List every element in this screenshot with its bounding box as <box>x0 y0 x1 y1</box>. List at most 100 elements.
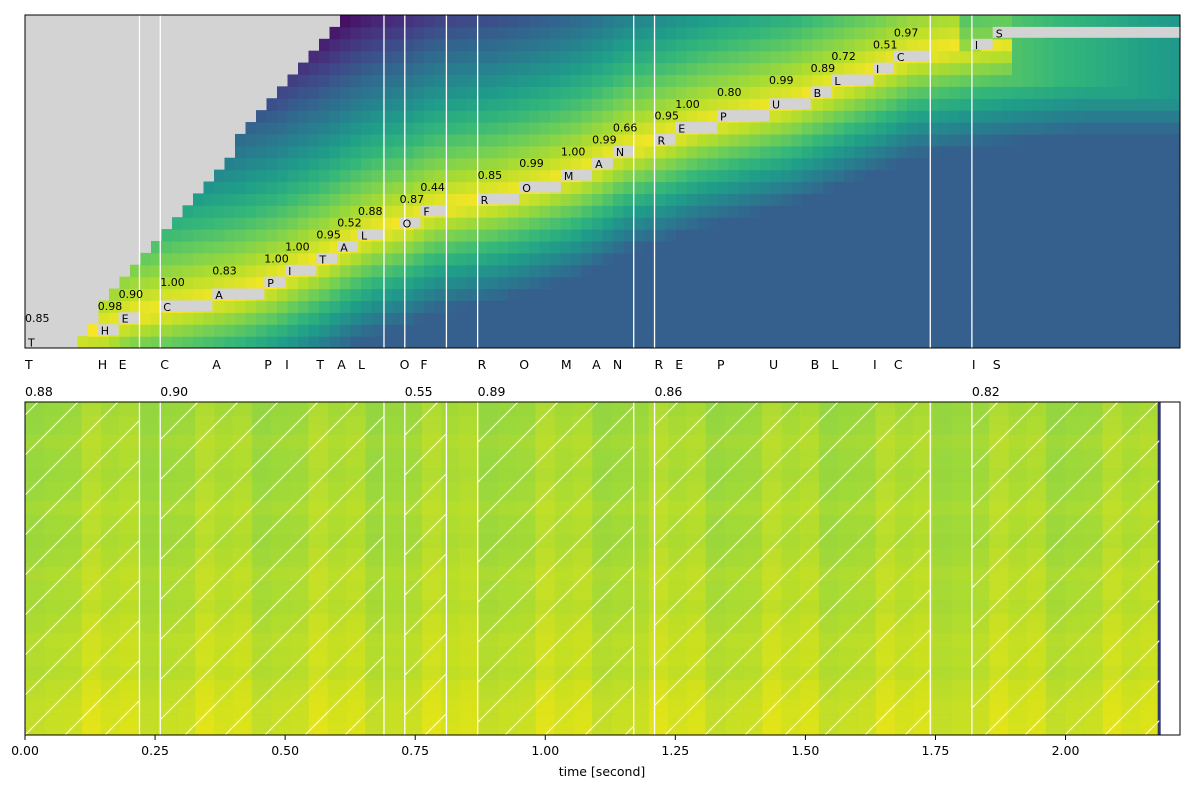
path-token-label: H <box>101 325 109 338</box>
token-axis-label: S <box>993 357 1001 372</box>
token-axis-label: I <box>285 357 289 372</box>
word-hatch <box>971 402 1160 735</box>
token-score: 0.83 <box>212 264 237 277</box>
path-segment <box>264 276 286 288</box>
token-axis-label: I <box>972 357 976 372</box>
token-score: 0.80 <box>717 86 742 99</box>
token-axis-label: A <box>592 357 601 372</box>
path-segment <box>399 217 421 229</box>
token-axis-label: A <box>212 357 221 372</box>
path-segment <box>420 205 447 217</box>
x-axis: 0.00 0.25 0.50 0.75 1.00 1.25 1.50 1.75 2.00 <box>11 735 1079 758</box>
token-axis-label: B <box>811 357 820 372</box>
token-axis-label: M <box>561 357 572 372</box>
word-score: 0.88 <box>25 384 53 399</box>
token-score: 0.52 <box>337 217 362 230</box>
token-axis-label: L <box>358 357 365 372</box>
path-segment <box>519 181 561 193</box>
token-score: 0.66 <box>613 122 638 135</box>
path-segment <box>285 264 317 276</box>
token-score: 0.51 <box>873 38 898 51</box>
token-score: 1.00 <box>285 241 310 254</box>
token-axis-label: C <box>160 357 169 372</box>
path-token-label: B <box>814 87 822 100</box>
path-segment <box>25 336 36 347</box>
token-axis-label: E <box>675 357 683 372</box>
word-score-labels: 0.88 0.90 0.55 0.89 0.86 0.82 <box>25 384 1000 399</box>
word-hatch-regions <box>25 402 1160 735</box>
spectrogram-panel: 0.88 0.90 0.55 0.89 0.86 0.82 0.00 0.25 0.50 0.7… <box>11 384 1181 779</box>
token-axis-label: N <box>613 357 622 372</box>
token-score: 0.95 <box>316 229 341 242</box>
token-axis-label: F <box>420 357 427 372</box>
path-token-label: A <box>340 241 348 254</box>
token-score: 0.90 <box>119 288 144 301</box>
path-segment <box>971 38 993 50</box>
path-token-label: E <box>678 122 685 135</box>
path-token-label: A <box>595 158 603 171</box>
path-segment <box>118 312 140 324</box>
path-token-label: A <box>215 289 223 302</box>
path-segment <box>160 300 213 312</box>
token-axis-label: P <box>264 357 272 372</box>
token-score: 0.44 <box>420 181 445 194</box>
path-token-label: O <box>403 218 412 231</box>
token-axis-label: U <box>769 357 778 372</box>
token-score: 1.00 <box>264 252 289 265</box>
alignment-heatmap <box>25 15 1180 348</box>
path-token-label: I <box>975 39 978 52</box>
token-score: 0.99 <box>769 74 794 87</box>
token-axis-label: T <box>24 357 33 372</box>
path-segment <box>97 324 119 336</box>
bottom-word-boundaries <box>138 402 973 735</box>
path-token-label: P <box>720 111 727 124</box>
word-score: 0.55 <box>405 384 433 399</box>
path-segment <box>212 288 265 300</box>
token-axis-label: P <box>717 357 725 372</box>
path-token-label: L <box>834 75 841 88</box>
alignment-path <box>25 26 1180 347</box>
token-axis-label: R <box>655 357 664 372</box>
path-segment <box>810 86 832 98</box>
x-tick-label: 1.75 <box>922 743 950 758</box>
x-tick-label: 1.50 <box>791 743 819 758</box>
token-axis-label: E <box>119 357 127 372</box>
path-token-label: M <box>564 170 574 183</box>
word-score: 0.86 <box>655 384 683 399</box>
path-segment <box>477 193 520 205</box>
token-axis-label: R <box>478 357 487 372</box>
token-score: 1.00 <box>160 276 185 289</box>
path-segment <box>316 252 338 264</box>
token-score: 0.99 <box>519 157 544 170</box>
path-segment <box>560 169 593 181</box>
path-token-label: S <box>996 27 1003 40</box>
path-segment <box>992 26 1180 38</box>
path-token-label: T <box>318 253 326 266</box>
path-token-label: I <box>876 63 879 76</box>
alignment-panel: T0.85H0.98E0.90C1.00A0.83P1.00I1.00T0.95… <box>24 14 1181 372</box>
path-token-label: C <box>163 301 171 314</box>
token-axis-label: C <box>894 357 903 372</box>
path-token-label: O <box>522 182 531 195</box>
x-tick-label: 1.00 <box>531 743 559 758</box>
path-segment <box>675 122 717 133</box>
path-token-label: E <box>122 313 129 326</box>
path-token-label: F <box>423 206 429 219</box>
path-segment <box>612 145 634 157</box>
path-token-label: P <box>267 277 274 290</box>
token-score: 1.00 <box>675 98 700 111</box>
x-tick-label: 2.00 <box>1052 743 1080 758</box>
token-axis-label: A <box>337 357 346 372</box>
word-hatch <box>654 402 931 735</box>
word-hatch <box>404 402 447 735</box>
word-score: 0.89 <box>478 384 506 399</box>
token-score: 1.00 <box>561 145 586 158</box>
x-tick-label: 0.00 <box>11 743 39 758</box>
x-tick-label: 1.25 <box>661 743 689 758</box>
token-axis-label: I <box>873 357 877 372</box>
path-segment <box>654 133 676 145</box>
token-axis-label: T <box>315 357 324 372</box>
path-token-label: U <box>772 99 780 112</box>
path-segment <box>831 74 873 86</box>
